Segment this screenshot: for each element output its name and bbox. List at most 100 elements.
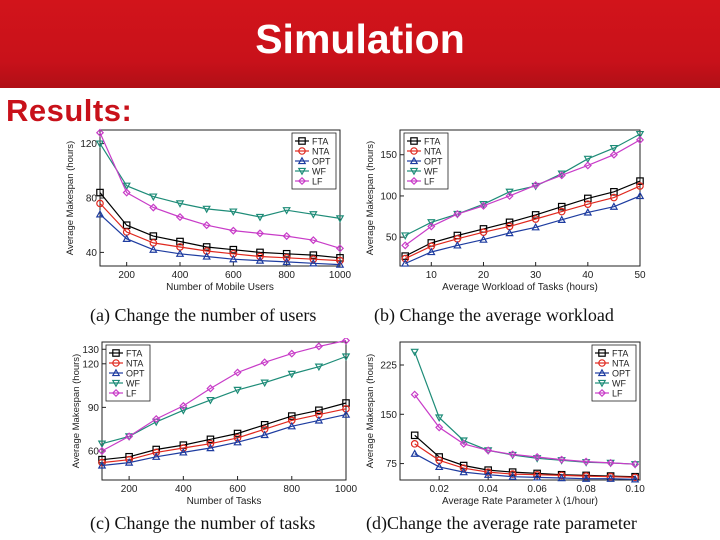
data-point-wf bbox=[635, 130, 645, 139]
y-tick-label: 130 bbox=[82, 345, 99, 356]
data-point-nta bbox=[631, 473, 639, 482]
data-point-opt bbox=[483, 470, 493, 478]
data-point-lf bbox=[179, 401, 188, 410]
data-point-fta bbox=[531, 211, 540, 219]
data-point-lf bbox=[479, 201, 488, 210]
legend-marker-nta bbox=[598, 359, 606, 367]
data-point-wf bbox=[122, 182, 131, 191]
data-point-wf bbox=[287, 370, 296, 379]
data-point-opt bbox=[95, 209, 105, 218]
data-point-fta bbox=[309, 251, 318, 259]
x-tick-label: 600 bbox=[225, 270, 242, 281]
legend-marker-lf bbox=[111, 388, 121, 398]
series-line-fta bbox=[414, 434, 636, 478]
data-point-lf bbox=[609, 150, 618, 159]
series-nta bbox=[410, 440, 639, 482]
data-point-nta bbox=[584, 200, 592, 208]
y-tick-label: 225 bbox=[380, 361, 397, 372]
y-axis-label: Average Makespan (hours) bbox=[365, 141, 376, 255]
legend-marker-opt bbox=[111, 368, 121, 377]
data-point-lf bbox=[309, 236, 318, 245]
data-point-wf bbox=[583, 155, 593, 164]
data-point-lf bbox=[606, 458, 615, 467]
legend-marker-nta bbox=[410, 147, 418, 155]
data-point-lf bbox=[175, 212, 185, 222]
legend-marker-wf bbox=[297, 167, 307, 176]
data-point-wf bbox=[309, 211, 318, 219]
data-point-wf bbox=[175, 200, 185, 208]
data-point-fta bbox=[233, 429, 242, 438]
data-point-fta bbox=[202, 243, 211, 251]
series-nta bbox=[98, 405, 350, 467]
data-point-lf bbox=[583, 161, 592, 170]
data-point-opt bbox=[149, 245, 158, 253]
legend-label-wf: WF bbox=[126, 379, 140, 389]
series-line-lf bbox=[404, 139, 641, 246]
data-point-nta bbox=[206, 439, 215, 448]
y-tick-label: 90 bbox=[88, 403, 100, 414]
data-point-wf bbox=[314, 363, 324, 372]
legend-label-fta: FTA bbox=[612, 349, 628, 359]
plot-frame bbox=[399, 341, 641, 481]
legend-label-nta: NTA bbox=[424, 147, 441, 157]
series-line-lf bbox=[101, 339, 347, 452]
data-point-wf bbox=[179, 407, 188, 415]
y-tick-label: 150 bbox=[380, 410, 397, 421]
legend-marker-wf bbox=[409, 167, 419, 176]
data-point-opt bbox=[531, 222, 540, 231]
legend-marker-fta bbox=[112, 349, 120, 357]
data-point-lf bbox=[255, 229, 265, 238]
data-point-fta bbox=[229, 245, 238, 254]
data-point-nta bbox=[179, 444, 188, 452]
x-axis-label: Number of Mobile Users bbox=[166, 282, 274, 293]
series-line-nta bbox=[99, 202, 341, 262]
data-point-lf bbox=[635, 135, 645, 144]
data-point-wf bbox=[97, 440, 107, 449]
data-point-opt bbox=[505, 228, 514, 237]
data-point-nta bbox=[606, 472, 615, 481]
data-point-opt bbox=[202, 252, 211, 260]
legend-label-nta: NTA bbox=[312, 147, 329, 157]
data-point-fta bbox=[584, 194, 592, 203]
data-point-lf bbox=[233, 368, 242, 377]
data-point-wf bbox=[229, 208, 238, 217]
title-banner: Simulation bbox=[0, 0, 720, 88]
series-opt bbox=[410, 449, 640, 483]
data-point-opt bbox=[229, 254, 238, 263]
data-point-fta bbox=[282, 249, 291, 258]
series-lf bbox=[410, 390, 640, 469]
data-point-opt bbox=[314, 416, 324, 424]
series-wf bbox=[97, 353, 351, 449]
legend-marker-opt bbox=[409, 156, 419, 165]
data-point-fta bbox=[256, 248, 264, 257]
data-point-nta bbox=[96, 199, 104, 208]
series-opt bbox=[400, 191, 645, 267]
data-point-opt bbox=[179, 447, 188, 456]
data-point-opt bbox=[233, 437, 242, 446]
data-point-lf bbox=[260, 358, 269, 367]
data-point-opt bbox=[532, 472, 542, 481]
data-point-wf bbox=[202, 205, 211, 214]
legend-label-fta: FTA bbox=[424, 137, 440, 147]
data-point-opt bbox=[459, 467, 468, 476]
legend-label-opt: OPT bbox=[424, 157, 443, 167]
data-point-opt bbox=[557, 215, 566, 224]
data-point-fta bbox=[410, 431, 419, 440]
data-point-wf bbox=[341, 353, 351, 361]
data-point-fta bbox=[557, 202, 566, 211]
data-point-opt bbox=[635, 191, 645, 200]
y-axis-label: Average Makespan (hours) bbox=[71, 354, 82, 468]
data-point-opt bbox=[557, 473, 566, 482]
x-tick-label: 200 bbox=[118, 270, 135, 281]
data-point-lf bbox=[401, 241, 410, 250]
x-tick-label: 40 bbox=[582, 270, 594, 281]
data-point-wf bbox=[260, 379, 269, 388]
x-tick-label: 1000 bbox=[335, 484, 358, 495]
data-point-nta bbox=[459, 464, 468, 472]
data-point-fta bbox=[315, 406, 323, 415]
data-point-lf bbox=[631, 460, 640, 469]
data-point-lf bbox=[557, 171, 566, 180]
